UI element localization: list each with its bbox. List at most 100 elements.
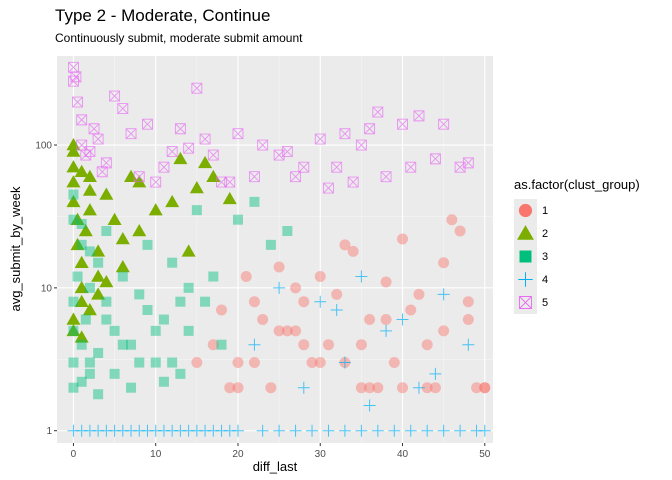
data-point xyxy=(101,226,112,237)
data-point xyxy=(109,325,120,336)
data-point xyxy=(413,110,425,122)
data-point xyxy=(109,368,120,379)
data-point xyxy=(462,157,474,169)
data-point xyxy=(256,424,269,437)
data-point xyxy=(68,189,79,200)
y-tick-label: 1 xyxy=(46,426,52,437)
data-point xyxy=(207,339,219,351)
data-point xyxy=(298,161,310,173)
data-point xyxy=(231,424,244,437)
data-point xyxy=(216,176,227,188)
legend-key xyxy=(514,199,537,222)
series-2 xyxy=(66,138,237,343)
data-point xyxy=(471,382,483,394)
legend-marker xyxy=(519,296,532,309)
data-point xyxy=(380,276,392,288)
legend: as.factor(clust_group) 1 2 3 4 5 xyxy=(514,177,640,314)
series-5 xyxy=(68,61,474,194)
x-tick-label: 50 xyxy=(479,449,491,460)
data-point xyxy=(93,257,104,268)
data-point xyxy=(167,257,178,268)
data-point xyxy=(339,128,351,140)
data-point xyxy=(66,312,81,325)
data-point xyxy=(364,123,376,135)
data-point xyxy=(438,257,450,269)
data-point xyxy=(72,271,83,282)
data-point xyxy=(462,296,474,308)
data-point xyxy=(107,212,122,225)
legend-marker xyxy=(518,272,533,287)
data-point xyxy=(330,303,343,316)
x-tick-label: 30 xyxy=(315,449,327,460)
data-point xyxy=(191,357,203,369)
data-point xyxy=(142,304,153,315)
data-point xyxy=(331,161,343,173)
data-point xyxy=(133,171,145,183)
data-point xyxy=(92,133,104,145)
data-point xyxy=(191,205,202,216)
data-point xyxy=(339,239,351,251)
data-point xyxy=(117,339,128,350)
data-point xyxy=(479,382,491,394)
data-point xyxy=(101,314,112,325)
data-point xyxy=(404,424,417,437)
data-point xyxy=(314,271,326,283)
data-point xyxy=(82,183,97,196)
data-point xyxy=(74,255,89,268)
data-point xyxy=(84,368,95,379)
data-point xyxy=(115,259,130,273)
data-point xyxy=(66,175,81,188)
data-point xyxy=(84,282,95,293)
data-point xyxy=(66,160,81,173)
data-point xyxy=(248,338,261,351)
data-point xyxy=(183,325,194,336)
legend-label: 1 xyxy=(542,204,549,217)
data-point xyxy=(70,71,82,83)
legend-marker-icon xyxy=(518,203,533,218)
data-point xyxy=(347,176,359,188)
data-point xyxy=(148,203,163,216)
data-point xyxy=(437,424,450,437)
data-point xyxy=(68,357,79,368)
data-point xyxy=(290,282,302,294)
data-point xyxy=(355,270,368,283)
y-tick-label: 10 xyxy=(41,283,53,294)
data-point xyxy=(396,313,409,326)
data-point xyxy=(200,296,211,307)
data-point xyxy=(355,424,368,437)
data-point xyxy=(273,424,286,437)
legend-label: 5 xyxy=(542,296,549,309)
data-point xyxy=(290,171,302,183)
legend-marker xyxy=(519,250,532,263)
data-point xyxy=(126,339,137,350)
data-point xyxy=(207,149,219,161)
data-point xyxy=(189,181,204,194)
data-point xyxy=(166,146,178,158)
data-point xyxy=(132,175,147,188)
data-point xyxy=(150,325,161,336)
data-point xyxy=(125,128,137,140)
data-point xyxy=(158,376,169,387)
data-point xyxy=(421,339,433,351)
data-point xyxy=(74,164,89,177)
data-point xyxy=(429,367,442,380)
data-point xyxy=(99,274,114,288)
data-point xyxy=(397,382,409,394)
data-point xyxy=(175,296,186,307)
legend-marker-icon xyxy=(518,272,533,287)
data-point xyxy=(91,244,106,257)
data-point xyxy=(82,302,97,316)
data-point xyxy=(372,382,384,394)
data-point xyxy=(76,376,87,387)
data-point xyxy=(248,171,260,183)
data-point xyxy=(68,296,79,307)
data-point xyxy=(322,339,334,351)
data-point xyxy=(208,271,219,282)
data-point xyxy=(76,239,87,250)
legend-key xyxy=(514,222,537,245)
axes: 0 10 20 30 40 50 1 10 100 xyxy=(35,141,490,460)
series-4 xyxy=(67,270,491,437)
data-point xyxy=(117,103,129,115)
legend-title: as.factor(clust_group) xyxy=(514,177,640,192)
data-point xyxy=(101,296,112,307)
